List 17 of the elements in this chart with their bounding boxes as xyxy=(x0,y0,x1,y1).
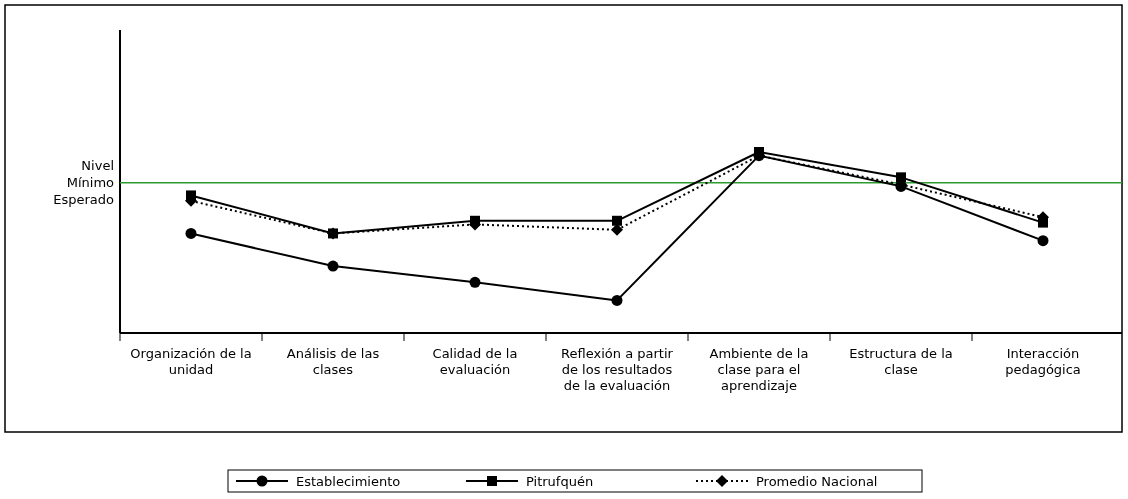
legend-label: Promedio Nacional xyxy=(756,474,878,489)
ref-line-label: Nivel Mínimo Esperado xyxy=(53,157,115,207)
point xyxy=(185,227,197,239)
x-tick-label: Calidad de la evaluación xyxy=(432,346,518,377)
point xyxy=(327,260,339,272)
legend-label: Establecimiento xyxy=(296,474,401,489)
x-tick-label: Ambiente de la clase para el aprendizaje xyxy=(709,346,809,393)
legend-label: Pitrufquén xyxy=(526,474,594,489)
point xyxy=(611,294,623,306)
point xyxy=(1037,235,1049,247)
x-tick-label: Estructura de la clase xyxy=(849,346,953,377)
x-tick-label: Organización de la unidad xyxy=(130,346,252,377)
x-tick-label: Interacción pedagógica xyxy=(1005,346,1081,377)
point xyxy=(469,276,481,288)
point xyxy=(612,215,622,226)
x-tick-label: Reflexión a partir de los resultados de la evaluación xyxy=(561,346,674,393)
x-tick-label: Análisis de las clases xyxy=(286,346,380,377)
